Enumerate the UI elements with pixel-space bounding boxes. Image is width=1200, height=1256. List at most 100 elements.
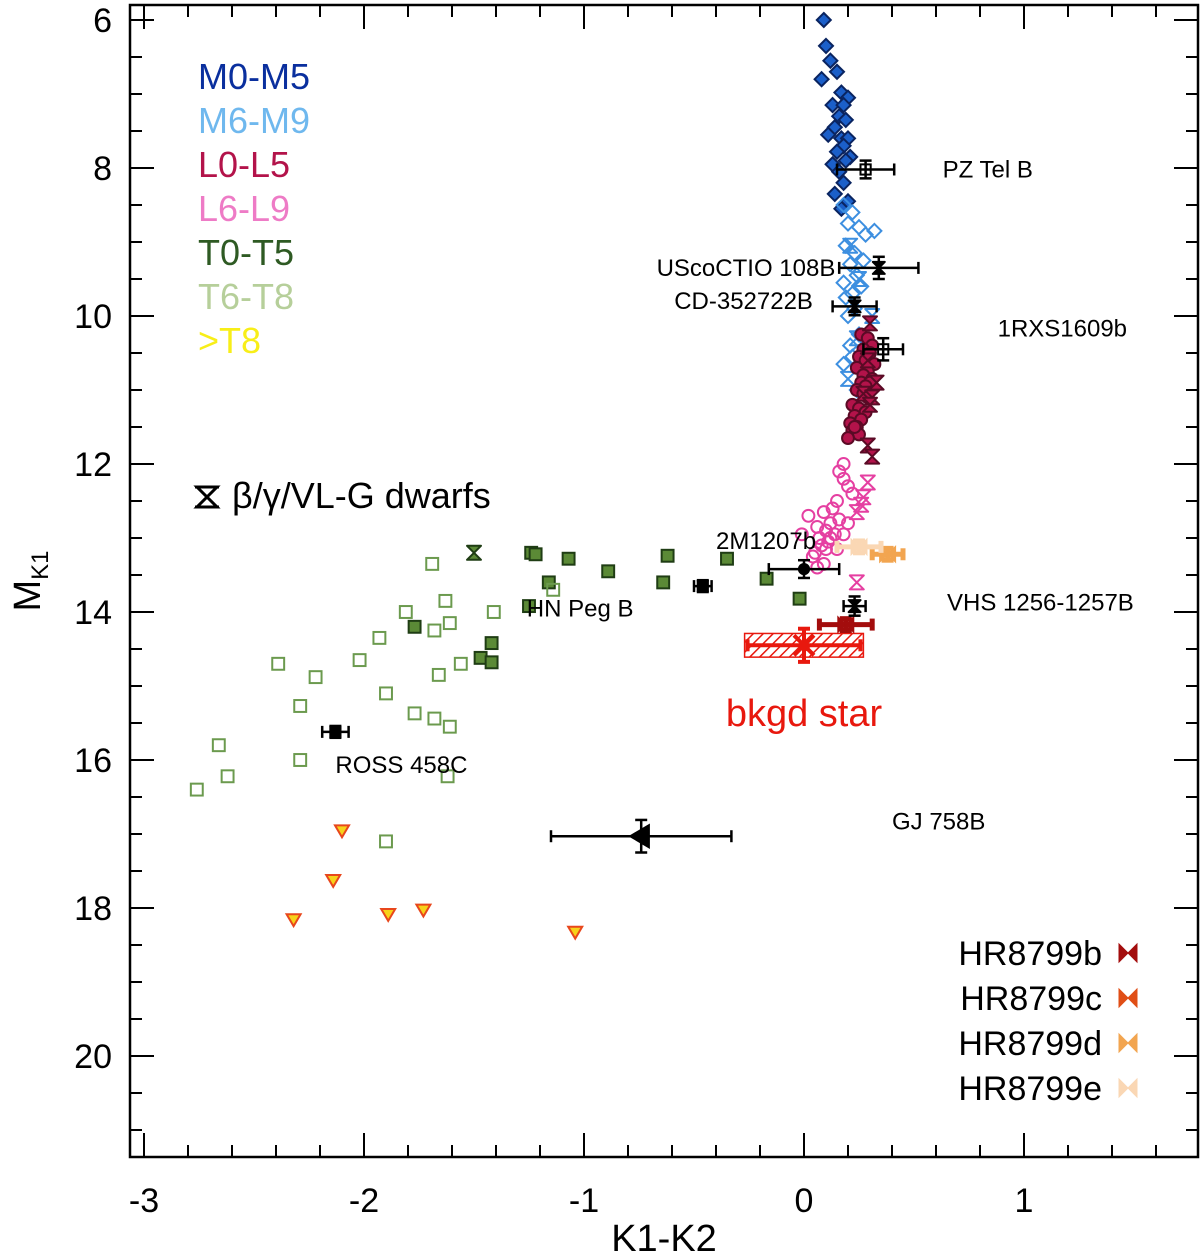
object-marker bbox=[696, 580, 709, 593]
data-point bbox=[352, 653, 367, 668]
data-point bbox=[857, 226, 875, 244]
y-axis-title-subscript: K1 bbox=[27, 550, 54, 579]
object-marker bbox=[871, 260, 886, 275]
data-point bbox=[220, 769, 235, 784]
point-hr8799d bbox=[869, 545, 906, 564]
data-point bbox=[792, 591, 807, 606]
low-gravity-label: β/γ/VL-G dwarfs bbox=[232, 475, 491, 516]
data-point bbox=[848, 574, 865, 591]
data-point bbox=[835, 174, 853, 192]
y-tick-label: 6 bbox=[93, 2, 112, 40]
legend-entry: T6-T8 bbox=[198, 276, 294, 317]
series--t8 bbox=[284, 824, 584, 941]
data-point bbox=[656, 575, 671, 590]
bkgd-star-label: bkgd star bbox=[726, 693, 883, 735]
y-tick-label: 10 bbox=[74, 298, 112, 336]
data-point bbox=[189, 782, 204, 797]
series-m0-m5 bbox=[813, 11, 859, 218]
data-point bbox=[546, 582, 561, 597]
data-point bbox=[841, 479, 855, 494]
data-point bbox=[835, 274, 853, 292]
x-tick-label: -3 bbox=[129, 1182, 159, 1220]
object-label: PZ Tel B bbox=[943, 156, 1033, 183]
data-point bbox=[852, 277, 870, 295]
data-point bbox=[816, 505, 831, 520]
data-point bbox=[333, 824, 351, 840]
data-point bbox=[825, 501, 840, 516]
data-point bbox=[660, 548, 675, 563]
data-point bbox=[851, 271, 867, 287]
y-tick-label: 16 bbox=[74, 742, 112, 780]
hr-legend-label: HR8799e bbox=[958, 1070, 1102, 1108]
data-point bbox=[541, 575, 556, 590]
x-tick-label: -1 bbox=[569, 1182, 599, 1220]
object-ross-458c: ROSS 458C bbox=[320, 724, 467, 779]
object-marker bbox=[329, 725, 342, 738]
legend-entry: L6-L9 bbox=[198, 188, 290, 229]
legend-entry: L0-L5 bbox=[198, 144, 290, 185]
x-axis-title: K1-K2 bbox=[611, 1218, 717, 1256]
hr-legend-marker bbox=[1118, 942, 1138, 964]
data-point bbox=[813, 70, 831, 88]
data-point bbox=[486, 605, 501, 619]
y-tick-label: 8 bbox=[93, 150, 112, 188]
data-point bbox=[372, 630, 387, 645]
object-label: UScoCTIO 108B bbox=[657, 255, 836, 282]
series-t0-t5 bbox=[407, 545, 807, 670]
data-point bbox=[837, 152, 855, 170]
data-point bbox=[427, 711, 442, 726]
data-point bbox=[561, 551, 576, 566]
object-marker bbox=[797, 562, 811, 576]
data-point bbox=[821, 52, 839, 70]
data-point bbox=[839, 307, 857, 325]
hr8799-legend: HR8799b HR8799c HR8799d HR8799e bbox=[958, 935, 1138, 1108]
object-pz-tel-b: PZ Tel B bbox=[835, 156, 1033, 183]
data-point bbox=[293, 753, 308, 767]
point-hr8799e bbox=[834, 537, 884, 557]
series-t0-t5-low-g bbox=[466, 544, 482, 561]
object-gj-758b: GJ 758B bbox=[549, 808, 985, 854]
data-point bbox=[819, 542, 833, 557]
x-tick-label: -2 bbox=[349, 1182, 379, 1220]
data-point bbox=[810, 560, 825, 575]
legend-entry: T0-T5 bbox=[198, 232, 294, 273]
data-point bbox=[832, 464, 847, 479]
data-point bbox=[826, 185, 844, 203]
data-point bbox=[407, 619, 422, 634]
data-point bbox=[566, 925, 584, 941]
object-1rxs1609b: 1RXS1609b bbox=[862, 316, 1127, 362]
data-point bbox=[794, 527, 809, 542]
data-point bbox=[522, 599, 536, 614]
hr-legend-marker bbox=[1118, 1077, 1138, 1099]
data-point bbox=[484, 655, 499, 670]
data-point bbox=[862, 315, 878, 332]
data-point bbox=[324, 873, 342, 889]
data-point bbox=[379, 834, 393, 849]
data-point bbox=[398, 605, 413, 619]
object-label: VHS 1256-1257B bbox=[947, 589, 1134, 616]
hr-legend-marker bbox=[1118, 987, 1138, 1009]
data-point bbox=[862, 396, 878, 413]
object-label: GJ 758B bbox=[892, 808, 985, 835]
data-point bbox=[453, 656, 468, 671]
y-tick-label: 12 bbox=[74, 446, 112, 484]
object-vhs-1256-1257b: VHS 1256-1257B bbox=[842, 589, 1134, 617]
data-point bbox=[284, 913, 303, 929]
data-point bbox=[407, 706, 422, 721]
object-label: CD-352722B bbox=[674, 288, 813, 315]
data-point bbox=[308, 670, 323, 685]
data-point bbox=[442, 616, 457, 631]
planet-marker bbox=[850, 537, 868, 557]
object-label: HN Peg B bbox=[527, 595, 634, 622]
object-marker bbox=[847, 599, 862, 614]
object-marker bbox=[628, 823, 650, 849]
data-point bbox=[431, 667, 446, 682]
object-label: 1RXS1609b bbox=[998, 316, 1127, 343]
data-point bbox=[828, 143, 846, 161]
data-point bbox=[414, 903, 433, 919]
hr-legend-label: HR8799b bbox=[958, 935, 1102, 973]
bkgd-star-point bbox=[743, 626, 865, 664]
object-label: ROSS 458C bbox=[335, 752, 467, 779]
